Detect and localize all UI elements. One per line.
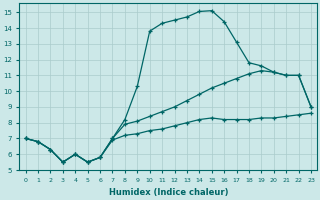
- X-axis label: Humidex (Indice chaleur): Humidex (Indice chaleur): [108, 188, 228, 197]
